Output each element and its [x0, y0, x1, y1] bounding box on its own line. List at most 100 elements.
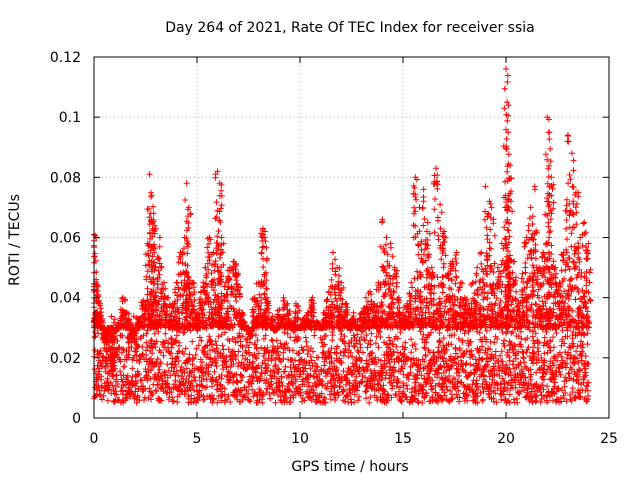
data-point	[262, 332, 269, 339]
data-point	[394, 279, 400, 286]
data-point	[95, 351, 102, 358]
data-point	[215, 349, 221, 355]
data-point	[323, 373, 329, 380]
data-point	[263, 389, 270, 396]
data-point	[260, 264, 267, 271]
data-point	[305, 379, 312, 386]
data-point	[245, 390, 252, 397]
data-point	[235, 348, 242, 355]
data-point	[272, 399, 279, 406]
data-point	[121, 363, 128, 370]
data-point	[224, 311, 231, 318]
data-point	[253, 345, 260, 352]
data-point	[569, 385, 576, 392]
data-point	[280, 355, 287, 362]
data-point	[414, 268, 421, 275]
data-point	[282, 395, 289, 402]
data-point	[330, 249, 336, 256]
data-point	[321, 341, 328, 348]
data-point	[168, 344, 175, 351]
data-point	[112, 388, 119, 395]
data-point	[252, 354, 259, 361]
data-point	[188, 392, 195, 399]
data-point	[298, 356, 305, 363]
data-point	[154, 381, 161, 388]
data-point	[190, 399, 197, 405]
data-point	[278, 379, 285, 385]
data-point	[532, 398, 539, 405]
data-point	[327, 379, 334, 386]
data-point	[498, 381, 505, 388]
data-point	[167, 350, 174, 357]
data-point	[252, 341, 259, 348]
data-point	[149, 350, 156, 357]
data-point	[227, 374, 234, 381]
data-point	[541, 334, 548, 341]
data-point	[168, 364, 175, 371]
data-point	[165, 367, 172, 374]
data-point	[119, 332, 126, 339]
data-point	[311, 332, 318, 339]
data-point	[354, 347, 361, 354]
data-points	[91, 66, 594, 406]
data-point	[100, 392, 107, 399]
data-point	[144, 285, 151, 292]
data-point	[211, 368, 218, 375]
data-point	[191, 395, 198, 402]
data-point	[165, 294, 172, 301]
data-point	[448, 341, 455, 348]
data-point	[186, 351, 193, 358]
data-point	[408, 279, 415, 286]
data-point	[149, 344, 156, 351]
data-point	[340, 352, 347, 359]
data-point	[248, 380, 255, 387]
data-point	[136, 371, 142, 378]
data-point	[455, 335, 462, 342]
data-point	[153, 388, 160, 395]
data-point	[182, 345, 189, 352]
data-point	[208, 362, 215, 369]
data-point	[520, 350, 527, 356]
data-point	[189, 361, 196, 368]
data-point	[188, 378, 195, 385]
data-point	[301, 381, 308, 388]
data-point	[213, 357, 219, 364]
data-point	[408, 336, 414, 343]
data-point	[120, 346, 127, 353]
data-point	[192, 352, 199, 358]
data-point	[223, 363, 230, 370]
data-point	[412, 346, 419, 352]
data-point	[217, 219, 224, 225]
data-point	[224, 396, 231, 402]
data-point	[143, 330, 150, 337]
data-point	[492, 348, 499, 355]
data-point	[231, 335, 238, 342]
data-point	[197, 356, 204, 363]
data-point	[113, 391, 120, 398]
data-point	[209, 374, 216, 381]
data-point	[117, 358, 124, 365]
data-point	[136, 359, 143, 366]
data-point	[192, 377, 199, 384]
data-point	[213, 345, 220, 352]
data-point	[94, 362, 101, 369]
data-point	[247, 398, 254, 405]
data-point	[108, 313, 115, 320]
data-point	[499, 329, 506, 336]
data-point	[529, 333, 536, 340]
data-point	[222, 329, 228, 336]
data-point	[312, 382, 319, 389]
data-point	[473, 377, 480, 384]
data-point	[276, 366, 282, 373]
data-point	[268, 382, 275, 388]
data-point	[274, 365, 281, 372]
data-point	[218, 372, 225, 378]
data-point	[289, 347, 296, 354]
data-point	[206, 393, 213, 400]
data-point	[274, 344, 281, 350]
data-point	[480, 396, 486, 403]
data-point	[152, 371, 158, 378]
data-point	[287, 334, 294, 341]
data-point	[351, 343, 358, 350]
data-point	[327, 396, 334, 403]
